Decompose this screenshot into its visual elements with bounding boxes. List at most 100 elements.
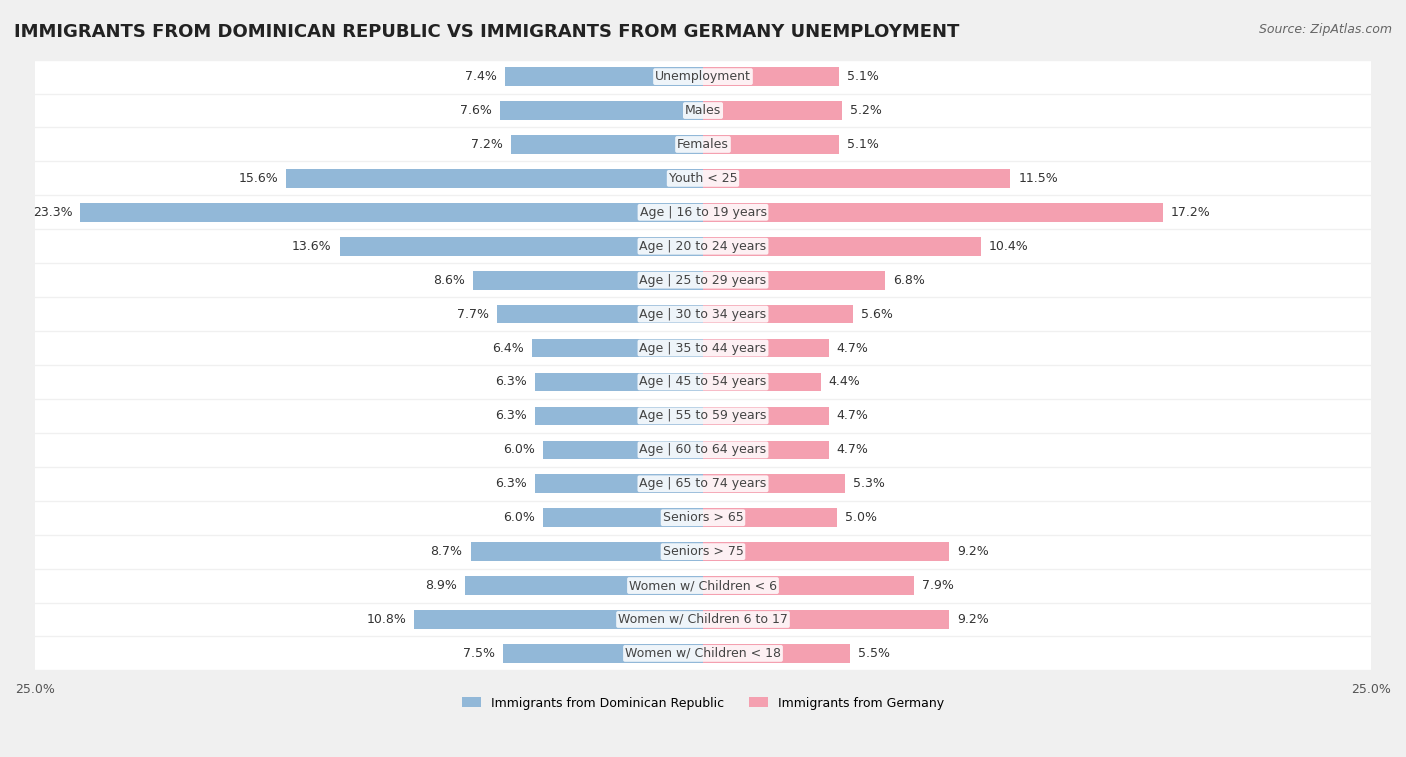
Bar bbox=[35, 94, 1371, 127]
Text: Seniors > 65: Seniors > 65 bbox=[662, 511, 744, 524]
Text: Age | 30 to 34 years: Age | 30 to 34 years bbox=[640, 307, 766, 321]
Text: Age | 16 to 19 years: Age | 16 to 19 years bbox=[640, 206, 766, 219]
Bar bbox=[703, 101, 842, 120]
Bar bbox=[35, 195, 1371, 229]
Text: 11.5%: 11.5% bbox=[1018, 172, 1059, 185]
Text: Females: Females bbox=[678, 138, 728, 151]
Bar bbox=[35, 569, 1371, 603]
Bar bbox=[465, 576, 703, 595]
Text: 10.4%: 10.4% bbox=[988, 240, 1029, 253]
Text: 8.9%: 8.9% bbox=[425, 579, 457, 592]
Text: Women w/ Children 6 to 17: Women w/ Children 6 to 17 bbox=[619, 613, 787, 626]
Text: 9.2%: 9.2% bbox=[957, 613, 988, 626]
Bar bbox=[703, 305, 852, 323]
Bar bbox=[35, 433, 1371, 467]
Text: 4.7%: 4.7% bbox=[837, 341, 869, 354]
Text: Age | 25 to 29 years: Age | 25 to 29 years bbox=[640, 274, 766, 287]
Text: IMMIGRANTS FROM DOMINICAN REPUBLIC VS IMMIGRANTS FROM GERMANY UNEMPLOYMENT: IMMIGRANTS FROM DOMINICAN REPUBLIC VS IM… bbox=[14, 23, 959, 41]
Bar bbox=[703, 372, 821, 391]
Bar bbox=[35, 534, 1371, 569]
Bar bbox=[35, 161, 1371, 195]
Text: 10.8%: 10.8% bbox=[367, 613, 406, 626]
Bar bbox=[703, 237, 981, 256]
Text: 7.7%: 7.7% bbox=[457, 307, 489, 321]
Bar bbox=[35, 298, 1371, 331]
Bar bbox=[703, 576, 914, 595]
Text: Age | 20 to 24 years: Age | 20 to 24 years bbox=[640, 240, 766, 253]
Bar bbox=[35, 500, 1371, 534]
Bar bbox=[703, 271, 884, 289]
Bar bbox=[35, 60, 1371, 94]
Text: 15.6%: 15.6% bbox=[239, 172, 278, 185]
Text: Age | 60 to 64 years: Age | 60 to 64 years bbox=[640, 444, 766, 456]
Bar bbox=[543, 441, 703, 459]
Text: 5.1%: 5.1% bbox=[848, 70, 879, 83]
Text: 5.1%: 5.1% bbox=[848, 138, 879, 151]
Bar bbox=[531, 338, 703, 357]
Text: Age | 65 to 74 years: Age | 65 to 74 years bbox=[640, 477, 766, 491]
Text: Age | 35 to 44 years: Age | 35 to 44 years bbox=[640, 341, 766, 354]
Bar bbox=[703, 610, 949, 629]
Text: 7.2%: 7.2% bbox=[471, 138, 502, 151]
Bar bbox=[534, 475, 703, 493]
Bar bbox=[35, 467, 1371, 500]
Bar bbox=[35, 365, 1371, 399]
Bar bbox=[474, 271, 703, 289]
Text: 5.5%: 5.5% bbox=[858, 647, 890, 660]
Bar bbox=[502, 644, 703, 662]
Bar bbox=[35, 263, 1371, 298]
Bar bbox=[703, 169, 1011, 188]
Text: Women w/ Children < 6: Women w/ Children < 6 bbox=[628, 579, 778, 592]
Bar bbox=[35, 603, 1371, 637]
Bar bbox=[35, 127, 1371, 161]
Bar bbox=[415, 610, 703, 629]
Legend: Immigrants from Dominican Republic, Immigrants from Germany: Immigrants from Dominican Republic, Immi… bbox=[457, 692, 949, 715]
Bar bbox=[498, 305, 703, 323]
Text: Age | 55 to 59 years: Age | 55 to 59 years bbox=[640, 410, 766, 422]
Text: 23.3%: 23.3% bbox=[32, 206, 72, 219]
Bar bbox=[534, 407, 703, 425]
Bar bbox=[703, 475, 845, 493]
Bar bbox=[35, 229, 1371, 263]
Bar bbox=[703, 407, 828, 425]
Text: Women w/ Children < 18: Women w/ Children < 18 bbox=[626, 647, 780, 660]
Text: Source: ZipAtlas.com: Source: ZipAtlas.com bbox=[1258, 23, 1392, 36]
Text: 6.0%: 6.0% bbox=[503, 511, 534, 524]
Text: 7.4%: 7.4% bbox=[465, 70, 498, 83]
Text: 6.3%: 6.3% bbox=[495, 477, 527, 491]
Text: 5.2%: 5.2% bbox=[851, 104, 882, 117]
Bar bbox=[703, 509, 837, 527]
Bar bbox=[340, 237, 703, 256]
Text: 17.2%: 17.2% bbox=[1171, 206, 1211, 219]
Text: 6.4%: 6.4% bbox=[492, 341, 524, 354]
Text: 6.0%: 6.0% bbox=[503, 444, 534, 456]
Bar bbox=[703, 203, 1163, 222]
Text: 4.7%: 4.7% bbox=[837, 410, 869, 422]
Text: 9.2%: 9.2% bbox=[957, 545, 988, 558]
Bar bbox=[287, 169, 703, 188]
Text: 13.6%: 13.6% bbox=[292, 240, 332, 253]
Text: 6.8%: 6.8% bbox=[893, 274, 925, 287]
Bar bbox=[703, 338, 828, 357]
Bar bbox=[703, 136, 839, 154]
Bar bbox=[471, 542, 703, 561]
Text: 7.6%: 7.6% bbox=[460, 104, 492, 117]
Bar bbox=[703, 67, 839, 86]
Text: 5.6%: 5.6% bbox=[860, 307, 893, 321]
Bar bbox=[35, 331, 1371, 365]
Bar bbox=[534, 372, 703, 391]
Bar bbox=[35, 399, 1371, 433]
Bar bbox=[703, 644, 851, 662]
Bar bbox=[501, 101, 703, 120]
Text: 7.5%: 7.5% bbox=[463, 647, 495, 660]
Text: 7.9%: 7.9% bbox=[922, 579, 955, 592]
Text: 5.0%: 5.0% bbox=[845, 511, 876, 524]
Text: 4.7%: 4.7% bbox=[837, 444, 869, 456]
Bar bbox=[703, 441, 828, 459]
Bar bbox=[80, 203, 703, 222]
Text: Seniors > 75: Seniors > 75 bbox=[662, 545, 744, 558]
Bar bbox=[510, 136, 703, 154]
Text: 6.3%: 6.3% bbox=[495, 375, 527, 388]
Text: 8.6%: 8.6% bbox=[433, 274, 465, 287]
Bar bbox=[505, 67, 703, 86]
